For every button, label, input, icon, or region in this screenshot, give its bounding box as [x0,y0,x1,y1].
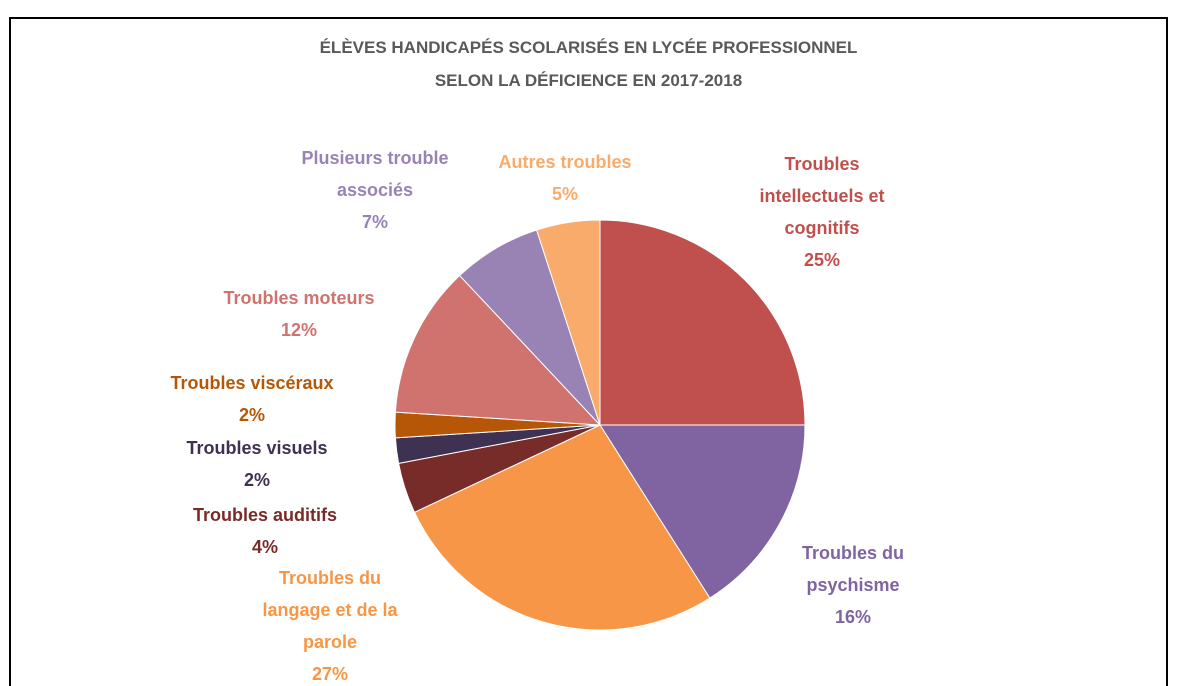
category-label: Troubles viscéraux [170,373,334,393]
category-label: Plusieurs trouble associés [301,148,449,200]
pie-slice [599,219,806,426]
category-label: Troubles intellectuels et cognitifs [759,154,885,238]
value-label: 7% [361,212,388,232]
chart-title: SELON LA DÉFICIENCE EN 2017-2018 [434,71,743,90]
data-label: Troubles moteurs 12% [223,282,374,346]
value-label: 16% [834,607,872,627]
category-label: Troubles du langage et de la parole [262,568,398,652]
category-label: Troubles auditifs [192,505,338,525]
value-label: 25% [803,250,841,270]
category-label: Autres troubles [498,152,632,172]
data-label: Troubles intellectuels et cognitifs 25% [740,148,905,276]
pie-slice [394,274,602,426]
value-label: 27% [311,664,349,684]
data-label: Troubles auditifs 4% [193,499,337,563]
pie-slice [599,424,806,599]
value-label: 4% [251,537,278,557]
category-label: Troubles du psychisme [801,543,904,595]
data-label: Troubles du langage et de la parole 27% [243,562,418,686]
pie-slice [413,424,711,631]
pie-slice [536,219,601,426]
data-label: Troubles viscéraux 2% [170,367,333,431]
value-label: 12% [280,320,318,340]
value-label: 2% [243,470,270,490]
value-label: 5% [551,184,578,204]
value-label: 2% [238,405,265,425]
data-label: Plusieurs trouble associés 7% [280,142,470,238]
category-label: Troubles moteurs [223,288,375,308]
data-label: Troubles du psychisme 16% [783,537,923,633]
category-label: Troubles visuels [186,438,328,458]
chart-title: ÉLÈVES HANDICAPÉS SCOLARISÉS EN LYCÉE PR… [319,38,858,57]
data-label: Troubles visuels 2% [186,432,327,496]
data-label: Autres troubles 5% [498,146,631,210]
chart-border [9,17,1168,686]
